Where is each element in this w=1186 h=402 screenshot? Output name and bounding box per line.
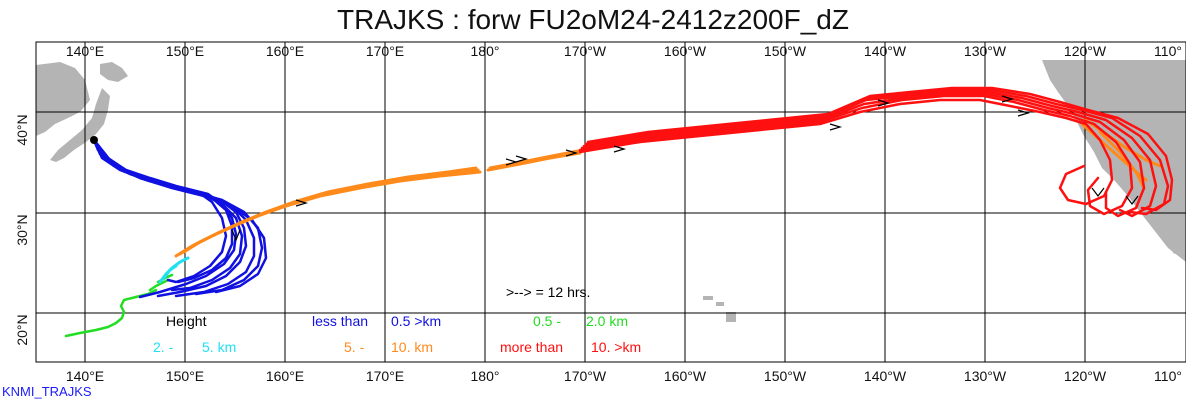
trajectory-red [584,88,1170,216]
legend-band4-low: 5. - [344,339,365,355]
legend-band4-high: 10. km [391,339,433,355]
lon-tick-top: 130°W [964,43,1007,59]
time-marker-arrow [1001,95,1015,103]
lon-tick-bottom: 110° [1154,368,1182,384]
trajectories-cyan [158,256,190,284]
land-japan-hokkaido [100,62,128,82]
lat-tick: 30°N [14,214,30,245]
legend-band3-high: 5. km [202,339,236,355]
trajectory-orange [486,151,582,172]
lon-tick-bottom: 140°W [864,368,907,384]
trajectory-orange [174,170,482,258]
lon-tick-top: 170°E [366,43,404,59]
height-legend: Height less than 0.5 >km 0.5 - 2.0 km 2.… [153,313,641,355]
lon-tick-top: 140°E [66,43,104,59]
origin-marker [90,136,98,144]
lon-tick-top: 150°W [764,43,807,59]
lon-tick-top: 150°E [166,43,204,59]
time-marker-arrow [515,155,529,163]
trajectory-red [580,92,1146,218]
trajectories-red [578,86,1174,218]
legend-band2-low: 0.5 - [533,313,561,329]
time-marker-arrow [231,229,241,242]
lon-tick-bottom: 150°W [764,368,807,384]
time-markers [231,95,1139,242]
map-grid [35,41,1186,363]
trajectory-green [64,288,158,338]
lon-tick-top: 160°W [664,43,707,59]
trajectory-orange [488,149,580,170]
legend-band3-low: 2. - [153,339,174,355]
lon-tick-bottom: 130°W [964,368,1007,384]
trajectories-blue [92,138,268,299]
trajectory-blue [92,138,268,294]
land-baja [1150,208,1180,254]
trajectory-red [582,90,1158,218]
legend-height-label: Height [166,313,207,329]
time-marker-arrow [1017,109,1031,117]
lon-tick-top: 160°E [266,43,304,59]
lon-tick-top: 170°W [564,43,607,59]
time-marker-arrow [877,99,891,107]
lon-ticks-bottom: 140°E 150°E 160°E 170°E 180° 170°W 160°W… [66,368,1182,384]
land-japan-honshu [50,88,110,162]
legend-less-than: less than [312,313,368,329]
time-marker-arrow [565,149,579,157]
trajectory-blue [92,138,228,284]
legend-band1: 0.5 >km [391,313,441,329]
lat-ticks: 20°N 30°N 40°N [14,114,30,345]
trajectories-green [64,273,174,338]
trajectory-green [148,278,170,292]
lon-tick-top: 180° [471,43,500,59]
lon-tick-top: 140°W [864,43,907,59]
lon-tick-bottom: 150°E [166,368,204,384]
trajectory-blue [92,138,264,296]
time-marker-arrow [295,199,309,207]
trajectory-red [586,86,1174,212]
time-marker-arrow [829,123,843,131]
land-hawaii-2 [716,302,724,306]
trajectory-blue [92,138,244,292]
legend-band5: 10. >km [591,339,641,355]
lon-tick-bottom: 170°E [366,368,404,384]
lon-tick-top: 110° [1154,43,1182,59]
lat-tick: 20°N [14,314,30,345]
footer-credit: KNMI_TRAJKS [2,384,92,399]
lon-tick-bottom: 160°W [664,368,707,384]
land-hawaii-1 [703,296,713,300]
lon-ticks-top: 140°E 150°E 160°E 170°E 180° 170°W 160°W… [66,43,1182,59]
time-marker-arrow [1125,195,1139,205]
lon-tick-bottom: 170°W [564,368,607,384]
trajectory-cyan [162,264,178,280]
lon-tick-bottom: 120°W [1064,368,1107,384]
chart-title: TRAJKS : forw FU2oM24-2412z200F_dZ [337,4,849,35]
lon-tick-bottom: 180° [471,368,500,384]
trajectory-origin [90,136,98,144]
lon-tick-bottom: 160°E [266,368,304,384]
lon-tick-top: 120°W [1064,43,1107,59]
lon-tick-bottom: 140°E [66,368,104,384]
lat-tick: 40°N [14,114,30,145]
time-marker-arrow [613,145,627,153]
interval-note: >--> = 12 hrs. [506,284,590,300]
time-marker-arrow [1091,187,1105,197]
land-asia [36,62,90,136]
legend-more-than: more than [500,339,563,355]
trajectory-red [578,98,1114,206]
trajectory-orange [182,166,478,254]
land-hawaii-3 [726,312,736,322]
legend-band2-high: 2.0 km [586,313,628,329]
